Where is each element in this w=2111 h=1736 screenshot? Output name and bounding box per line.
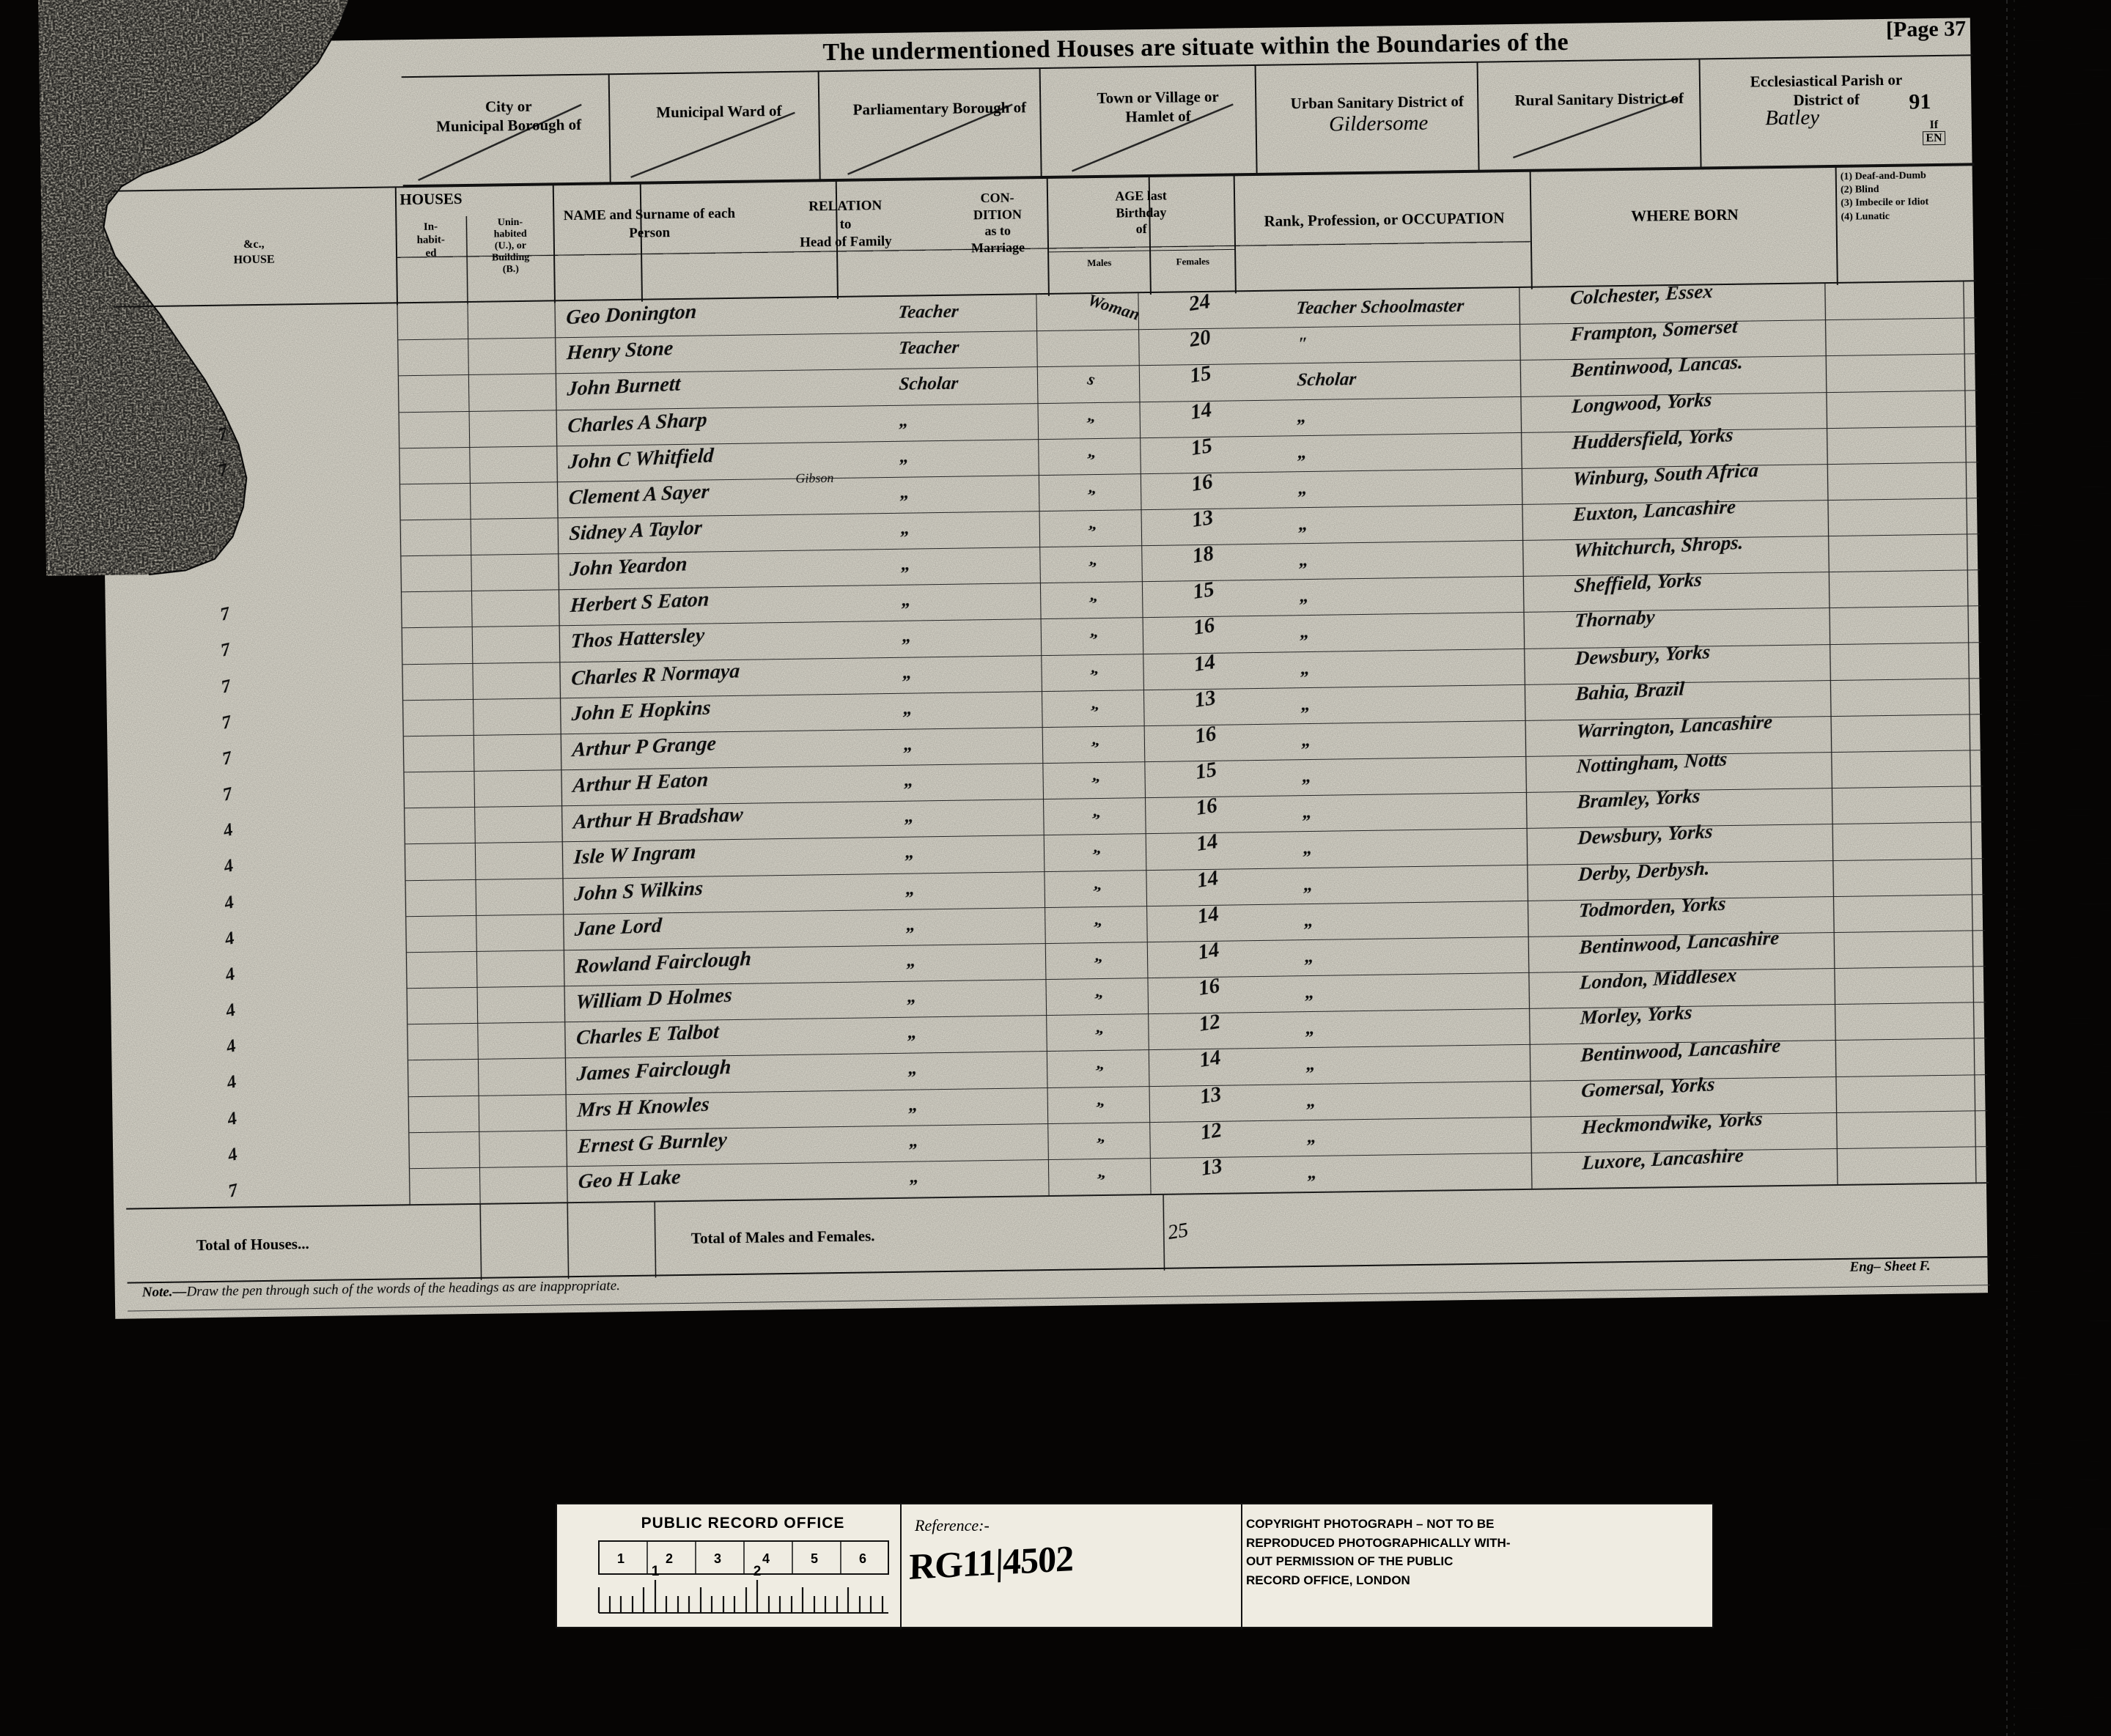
- svg-text:2: 2: [754, 1564, 762, 1579]
- svg-text:6: 6: [859, 1551, 866, 1566]
- svg-text:5: 5: [811, 1551, 818, 1566]
- svg-text:3: 3: [714, 1551, 721, 1566]
- svg-text:4: 4: [762, 1551, 770, 1566]
- svg-text:2: 2: [666, 1551, 673, 1566]
- svg-text:1: 1: [617, 1551, 625, 1566]
- svg-text:1: 1: [652, 1564, 660, 1579]
